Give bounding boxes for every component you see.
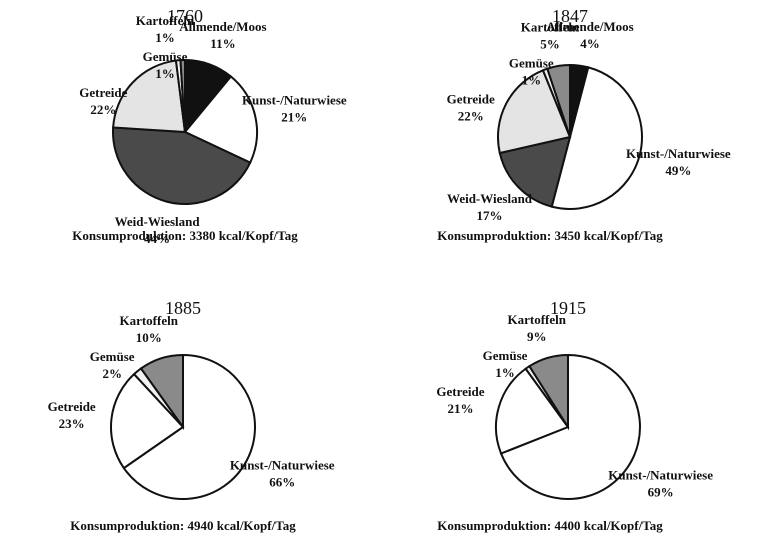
slice-label: Weid-Wiesland [115,214,201,229]
pie-slice [499,353,641,500]
pie-slice [183,75,258,164]
slice-label: Kunst-/Naturwiese [230,457,335,472]
slice-label: Kunst-/Naturwiese [242,93,347,108]
pie-slice [139,353,184,431]
pie-slice [179,58,186,133]
slice-value-label: 22% [458,108,484,123]
slice-label: Getreide [48,399,96,414]
slice-label: Weid-Wiesland [447,191,533,206]
slice-label: Kartoffeln [136,13,195,28]
slice-label: Gemüse [509,55,554,70]
slice-value-label: 10% [136,330,162,345]
slice-value-label: 44% [144,231,170,246]
slice-label: Gemüse [143,49,188,64]
slice-value-label: 17% [477,208,503,223]
slice-label: Allmende/Moos [546,19,633,34]
pie-slice [112,59,187,134]
slice-value-label: 11% [210,36,235,51]
slice-label: Kartoffeln [521,19,580,34]
slice-label: Getreide [79,85,127,100]
pie-title: 1847 [552,6,588,26]
pie-title: 1915 [550,298,586,318]
slice-label: Gemüse [90,349,135,364]
pie-slice [497,68,572,155]
slice-value-label: 4% [580,36,600,51]
slice-label: Getreide [447,91,495,106]
slice-value-label: 69% [648,484,674,499]
pie-title: 1885 [165,298,201,318]
slice-value-label: 66% [269,474,295,489]
slice-label: Getreide [436,384,484,399]
pie-slice [110,372,185,470]
slice-value-label: 23% [59,416,85,431]
slice-label: Gemüse [483,348,528,363]
slice-label: Kunst-/Naturwiese [608,467,713,482]
pie-slice [495,367,570,455]
slice-value-label: 22% [90,102,116,117]
slice-value-label: 1% [495,365,515,380]
slice-value-label: 49% [665,163,691,178]
slice-label: Kartoffeln [119,313,178,328]
pie-slice [122,353,256,500]
slice-label: Kunst-/Naturwiese [626,146,731,161]
slice-value-label: 9% [527,329,547,344]
slice-value-label: 21% [281,110,307,125]
pie-slice [546,63,571,138]
pie-slice [528,353,569,431]
footnote: Konsumproduktion: 4940 kcal/Kopf/Tag [70,518,296,533]
slice-value-label: 21% [447,401,473,416]
slice-label: Allmende/Moos [179,19,266,34]
slice-value-label: 2% [102,366,122,381]
pie-title: 1760 [167,6,203,26]
slice-value-label: 5% [540,36,560,51]
slice-label: Kartoffeln [508,312,567,327]
footnote: Konsumproduktion: 4400 kcal/Kopf/Tag [437,518,663,533]
slice-value-label: 1% [522,72,542,87]
footnote: Konsumproduktion: 3450 kcal/Kopf/Tag [437,228,663,243]
pie-slice [112,126,252,205]
footnote: Konsumproduktion: 3380 kcal/Kopf/Tag [72,228,298,243]
slice-value-label: 1% [155,30,175,45]
slice-value-label: 1% [155,66,175,81]
pie-slice [498,135,572,208]
pie-slice [550,66,643,210]
